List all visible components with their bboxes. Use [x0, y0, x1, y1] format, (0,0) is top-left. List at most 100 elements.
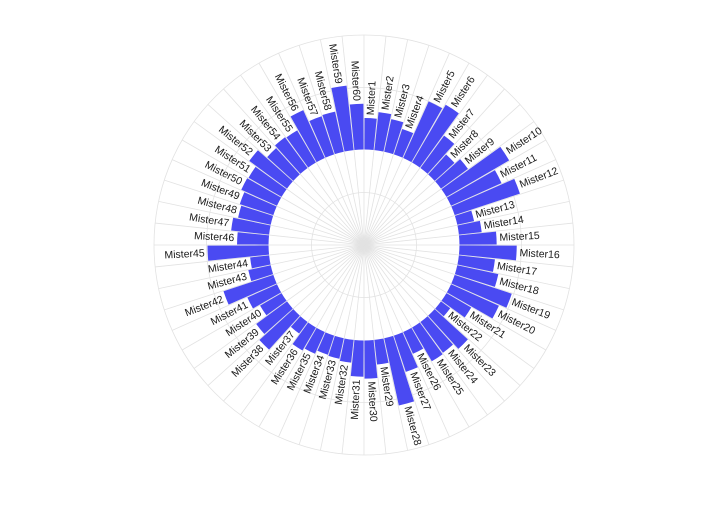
- grid-spoke: [193, 244, 365, 369]
- bar: [290, 316, 308, 334]
- grid-spoke: [363, 244, 387, 454]
- bar: [248, 166, 287, 197]
- grid-spoke: [363, 139, 547, 246]
- grid-spoke: [171, 159, 365, 246]
- bar: [403, 327, 424, 354]
- bar: [446, 170, 502, 206]
- bar: [322, 111, 344, 155]
- bar: [374, 338, 389, 365]
- bar: [393, 332, 418, 372]
- grid-spoke: [240, 244, 365, 416]
- bar: [317, 332, 335, 355]
- bar: [304, 327, 325, 354]
- grid-spoke: [164, 244, 365, 311]
- bar: [420, 135, 455, 174]
- bar: [446, 284, 499, 319]
- bar: [328, 335, 344, 359]
- grid-spoke: [363, 244, 430, 445]
- bar: [412, 322, 443, 362]
- bar: [454, 265, 499, 287]
- grid-spoke: [363, 244, 488, 416]
- grid-spoke: [363, 88, 505, 246]
- grid-spoke: [155, 222, 365, 246]
- bar: [247, 284, 282, 309]
- bar: [339, 338, 354, 363]
- grid-spoke: [181, 244, 365, 351]
- grid-spoke: [240, 74, 365, 246]
- bar: [239, 192, 277, 216]
- bar: [292, 322, 316, 351]
- bar: [374, 112, 392, 152]
- bar-label: Mister60: [348, 60, 362, 101]
- bar: [241, 178, 282, 206]
- polar-grid: [153, 34, 575, 456]
- grid-spoke: [363, 244, 535, 369]
- bar-label: Mister1: [365, 80, 379, 115]
- bar: [393, 128, 414, 158]
- bar: [435, 301, 451, 317]
- grid-spoke: [341, 36, 365, 246]
- bar: [420, 316, 453, 353]
- grid-spoke: [319, 244, 365, 451]
- bar: [309, 116, 335, 158]
- grid-spoke: [207, 104, 365, 246]
- grid-spoke: [363, 244, 547, 351]
- bar: [384, 335, 415, 406]
- bar: [260, 293, 287, 316]
- bar: [403, 101, 443, 163]
- bar: [364, 118, 377, 151]
- grid-spoke: [171, 244, 365, 331]
- grid-spoke: [223, 88, 365, 246]
- bar: [384, 119, 404, 155]
- grid-spoke: [319, 39, 365, 246]
- bar-label: Mister16: [519, 247, 560, 261]
- bar-label: Mister15: [499, 230, 540, 244]
- grid-spoke: [363, 36, 387, 246]
- bar: [428, 154, 455, 181]
- grid-spoke: [258, 244, 365, 428]
- grid-spoke: [363, 179, 564, 246]
- bar: [231, 217, 271, 235]
- grid-spoke: [363, 52, 450, 246]
- bar: [256, 301, 293, 334]
- bar: [350, 339, 364, 377]
- grid-spoke: [363, 39, 409, 246]
- grid-spoke: [363, 244, 450, 438]
- bar: [435, 159, 468, 189]
- grid-spoke: [363, 244, 505, 402]
- bar: [207, 245, 270, 261]
- grid-spoke: [164, 179, 365, 246]
- bars: [207, 85, 520, 406]
- bar: [428, 309, 468, 349]
- bar: [259, 309, 300, 350]
- bar: [286, 130, 316, 168]
- bar: [238, 205, 274, 225]
- bar: [237, 232, 270, 245]
- bar: [412, 104, 459, 168]
- bar: [441, 293, 472, 318]
- bar: [275, 137, 308, 174]
- bar: [457, 220, 482, 235]
- bar: [451, 274, 512, 308]
- grid-spoke: [363, 244, 564, 311]
- bar-label: Mister45: [164, 247, 205, 261]
- grid-spoke: [341, 244, 365, 454]
- grid-spoke: [278, 52, 365, 246]
- bar: [457, 255, 495, 272]
- grid-spoke: [181, 139, 365, 246]
- grid-spoke: [363, 244, 521, 386]
- bar-label: Mister31: [349, 379, 363, 420]
- grid-spoke: [363, 62, 470, 246]
- grid-spoke: [363, 244, 570, 290]
- grid-spoke: [158, 244, 365, 290]
- grid-spoke: [207, 244, 365, 386]
- grid-spoke: [363, 244, 470, 428]
- grid-spoke: [258, 62, 365, 246]
- grid-spoke: [363, 104, 521, 246]
- bar-label: Mister28: [401, 405, 423, 447]
- grid-spoke: [363, 159, 557, 246]
- bar: [364, 339, 378, 379]
- bar-label: Mister2: [379, 75, 396, 111]
- bar: [451, 178, 520, 216]
